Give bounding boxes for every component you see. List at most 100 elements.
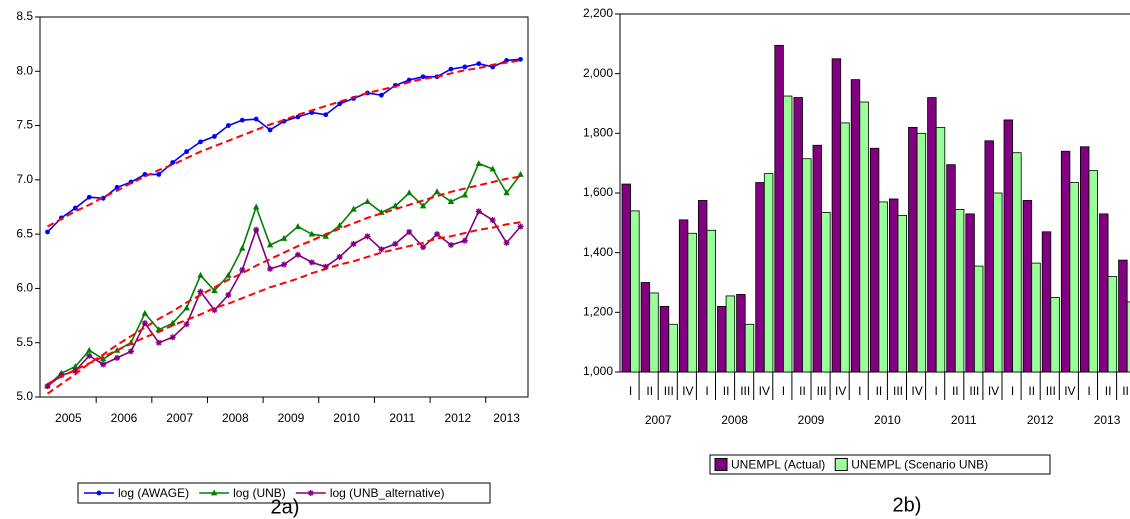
legend-label: log (UNB_alternative) bbox=[330, 486, 445, 500]
point-marker bbox=[434, 231, 441, 238]
x-tick-label: I bbox=[858, 384, 861, 398]
point-marker bbox=[44, 383, 51, 390]
bar bbox=[1003, 119, 1014, 373]
point-marker bbox=[266, 241, 274, 248]
point-marker bbox=[72, 205, 78, 211]
bar bbox=[974, 265, 984, 373]
point-marker bbox=[378, 92, 384, 98]
point-marker bbox=[503, 239, 510, 246]
y-tick-label: 8.0 bbox=[16, 63, 33, 77]
point-marker bbox=[462, 64, 468, 70]
point-marker bbox=[406, 228, 413, 235]
x-tick-label: IV bbox=[911, 384, 922, 398]
point-marker bbox=[169, 319, 176, 326]
bar bbox=[687, 232, 697, 373]
point-marker bbox=[447, 198, 455, 204]
point-marker bbox=[72, 363, 79, 369]
x-tick-label: 2013 bbox=[493, 411, 520, 425]
bar bbox=[954, 209, 965, 373]
bar bbox=[984, 140, 994, 373]
bar bbox=[831, 58, 842, 373]
x-tick-label: III bbox=[1122, 384, 1130, 398]
point-marker bbox=[198, 139, 203, 145]
point-marker bbox=[114, 185, 120, 190]
bar bbox=[783, 95, 793, 373]
y-tick-label: 2,000 bbox=[583, 66, 613, 80]
point-marker bbox=[141, 320, 148, 327]
x-tick-label: II bbox=[952, 384, 959, 398]
bar bbox=[649, 292, 659, 373]
x-tick-label: 2010 bbox=[333, 411, 360, 425]
point-marker bbox=[476, 61, 482, 67]
legend-label: log (UNB) bbox=[233, 486, 286, 500]
x-tick-label: I bbox=[705, 384, 708, 398]
x-group-label: 2012 bbox=[1027, 413, 1054, 427]
legend-box bbox=[709, 454, 1051, 475]
point-marker bbox=[295, 114, 301, 120]
x-tick-label: III bbox=[1046, 384, 1056, 398]
point-marker bbox=[420, 74, 426, 80]
bar bbox=[725, 295, 736, 373]
point-marker bbox=[156, 172, 162, 177]
x-group-label: 2008 bbox=[721, 413, 748, 427]
x-tick-label: 2006 bbox=[111, 411, 138, 425]
bar bbox=[908, 126, 918, 373]
bar bbox=[1088, 170, 1099, 373]
bar bbox=[897, 214, 908, 373]
bar bbox=[1060, 150, 1071, 373]
x-tick-label: 2009 bbox=[278, 411, 305, 425]
point-marker bbox=[197, 288, 204, 295]
point-marker bbox=[489, 217, 496, 224]
point-marker bbox=[433, 188, 441, 195]
y-tick-label: 1,600 bbox=[583, 185, 613, 199]
y-tick-label: 5.5 bbox=[16, 335, 33, 349]
bar bbox=[916, 132, 927, 373]
x-tick-label: III bbox=[740, 384, 750, 398]
bar bbox=[889, 198, 899, 373]
y-tick-label: 5.0 bbox=[16, 389, 33, 403]
bar bbox=[1107, 276, 1118, 373]
bar bbox=[1031, 262, 1041, 373]
x-tick-label: III bbox=[817, 384, 827, 398]
point-marker bbox=[419, 202, 427, 209]
bar bbox=[763, 173, 774, 373]
x-group-label: 2007 bbox=[645, 413, 672, 427]
point-marker bbox=[392, 202, 399, 209]
legend-swatch bbox=[714, 458, 728, 471]
point-marker bbox=[336, 253, 343, 260]
bar bbox=[993, 192, 1003, 373]
bar bbox=[935, 126, 946, 373]
x-tick-label: II bbox=[1105, 384, 1112, 398]
bar bbox=[668, 323, 678, 373]
point-marker bbox=[281, 261, 287, 268]
legend-marker bbox=[96, 490, 102, 496]
point-marker bbox=[253, 226, 260, 233]
trend-line bbox=[46, 175, 521, 395]
caption: 2a) bbox=[271, 496, 300, 518]
bar bbox=[840, 122, 850, 373]
legend-marker bbox=[307, 490, 314, 496]
x-tick-label: I bbox=[935, 384, 938, 398]
point-marker bbox=[337, 101, 343, 107]
point-marker bbox=[406, 77, 412, 83]
x-tick-label: I bbox=[1087, 384, 1090, 398]
bar bbox=[698, 200, 708, 373]
point-marker bbox=[183, 304, 190, 311]
x-tick-label: II bbox=[799, 384, 806, 398]
x-tick-label: II bbox=[646, 384, 653, 398]
x-tick-label: 2008 bbox=[222, 411, 249, 425]
point-marker bbox=[461, 191, 469, 198]
point-marker bbox=[308, 230, 316, 237]
point-marker bbox=[294, 251, 301, 258]
point-marker bbox=[211, 287, 218, 293]
trend-line bbox=[47, 221, 521, 385]
point-marker bbox=[183, 321, 190, 328]
legend-label: UNEMPL (Scenario UNB) bbox=[851, 458, 988, 472]
point-marker bbox=[420, 244, 427, 251]
x-tick-label: 2012 bbox=[445, 411, 472, 425]
point-marker bbox=[517, 170, 524, 177]
point-marker bbox=[239, 266, 246, 273]
bar bbox=[1012, 152, 1022, 373]
point-marker bbox=[448, 66, 454, 72]
y-tick-label: 8.5 bbox=[16, 9, 33, 23]
